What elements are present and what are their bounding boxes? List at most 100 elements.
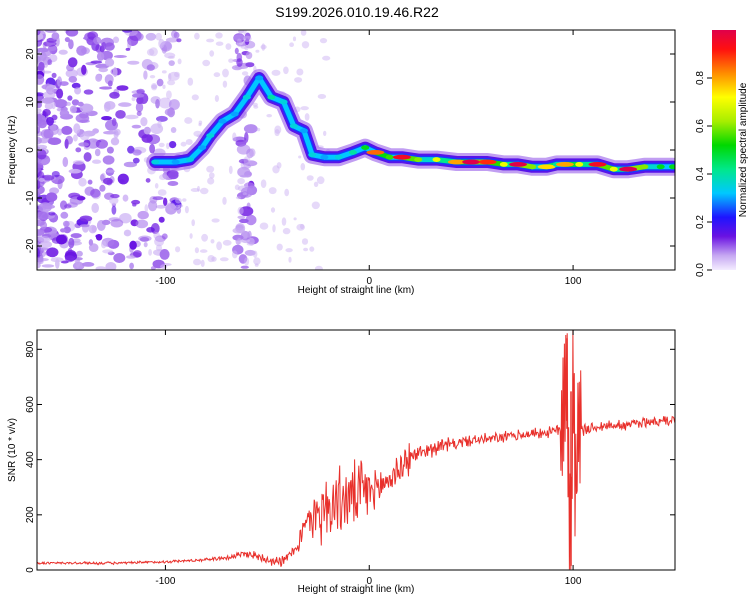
noise-speckle (79, 133, 90, 141)
noise-speckle (88, 243, 99, 253)
noise-speckle (81, 262, 95, 267)
noise-speckle (155, 32, 162, 41)
noise-speckle (140, 117, 148, 127)
spectrogram-ytick-label: 20 (25, 48, 36, 60)
noise-speckle (185, 139, 193, 145)
noise-speckle (154, 183, 159, 189)
noise-speckle (236, 58, 243, 67)
noise-speckle (309, 246, 315, 252)
noise-speckle (303, 247, 309, 252)
noise-speckle (46, 192, 58, 202)
noise-speckle (137, 210, 149, 220)
noise-speckle (159, 174, 167, 181)
ridge-cell (320, 154, 329, 160)
noise-speckle (213, 72, 221, 78)
noise-speckle (242, 192, 247, 196)
noise-speckle (268, 187, 277, 195)
noise-speckle (37, 211, 49, 220)
colorbar-tick-label: 0.8 (695, 71, 706, 85)
noise-speckle (240, 45, 248, 49)
noise-speckle (68, 39, 74, 50)
noise-speckle (112, 67, 118, 78)
noise-speckle (236, 38, 242, 47)
noise-speckle (194, 32, 200, 40)
noise-speckle (168, 99, 180, 110)
noise-speckle (317, 94, 327, 99)
noise-speckle (47, 137, 62, 145)
noise-speckle (228, 58, 234, 63)
noise-speckle (187, 77, 194, 86)
noise-speckle (94, 148, 101, 157)
noise-speckle (246, 242, 255, 246)
ridge-cell (300, 128, 308, 134)
noise-speckle (40, 241, 52, 248)
noise-speckle (117, 173, 129, 185)
noise-speckle (95, 266, 107, 270)
noise-speckle (136, 96, 144, 105)
ridge-segment (281, 99, 297, 129)
noise-speckle (158, 38, 165, 49)
noise-speckle (44, 102, 54, 110)
noise-speckle (255, 49, 260, 53)
noise-speckle (37, 242, 40, 246)
noise-speckle (199, 249, 208, 253)
noise-speckle (116, 85, 129, 91)
noise-speckle (167, 80, 176, 86)
noise-speckle (240, 265, 249, 269)
noise-speckle (56, 88, 64, 99)
noise-speckle (96, 51, 105, 61)
noise-speckle (59, 109, 70, 118)
ridge-cell (171, 159, 180, 165)
noise-speckle (300, 30, 307, 36)
noise-speckle (143, 126, 151, 135)
noise-speckle (293, 217, 297, 221)
noise-speckle (261, 43, 266, 51)
ridge-cell (289, 123, 298, 129)
noise-speckle (37, 30, 41, 36)
noise-speckle (160, 264, 168, 269)
noise-speckle (207, 255, 215, 263)
noise-speckle (319, 38, 328, 44)
noise-speckle (174, 71, 180, 78)
noise-speckle (228, 165, 233, 175)
snr-ytick-label: 400 (25, 451, 36, 468)
noise-speckle (141, 133, 153, 143)
noise-speckle (95, 44, 102, 53)
snr-frame (36, 329, 676, 571)
ridge-cell (669, 164, 675, 170)
noise-speckle (51, 32, 60, 40)
noise-speckle (46, 116, 54, 126)
noise-speckle (171, 30, 178, 39)
noise-speckle (68, 168, 82, 174)
noise-speckle (133, 250, 142, 258)
ridge-segment (207, 118, 225, 139)
snr-xtick-label: 100 (565, 576, 582, 587)
noise-speckle (101, 219, 111, 226)
noise-speckle (37, 144, 48, 150)
spectrogram-marks (37, 30, 675, 270)
noise-speckle (37, 149, 47, 160)
noise-speckle (175, 246, 181, 253)
noise-speckle (99, 142, 106, 148)
noise-speckle (104, 42, 115, 51)
noise-speckle (64, 255, 75, 263)
noise-speckle (50, 257, 64, 263)
ridge-cell (334, 154, 343, 160)
noise-speckle (58, 49, 68, 55)
noise-speckle (64, 138, 69, 149)
noise-speckle (166, 90, 172, 99)
noise-speckle (244, 257, 250, 266)
snr-axes: -100 0 100 0 200 400 600 800 (25, 330, 675, 587)
noise-speckle (194, 247, 199, 254)
noise-speckle (126, 255, 137, 259)
noise-speckle (37, 53, 43, 64)
noise-speckle (168, 171, 179, 180)
noise-speckle (243, 156, 251, 165)
noise-speckle (37, 229, 45, 236)
ridge-cell (656, 164, 665, 170)
noise-speckle (69, 105, 78, 114)
ridge-cell (218, 118, 227, 124)
noise-speckle (148, 200, 158, 212)
noise-speckle (76, 45, 87, 56)
noise-speckle (45, 84, 58, 94)
